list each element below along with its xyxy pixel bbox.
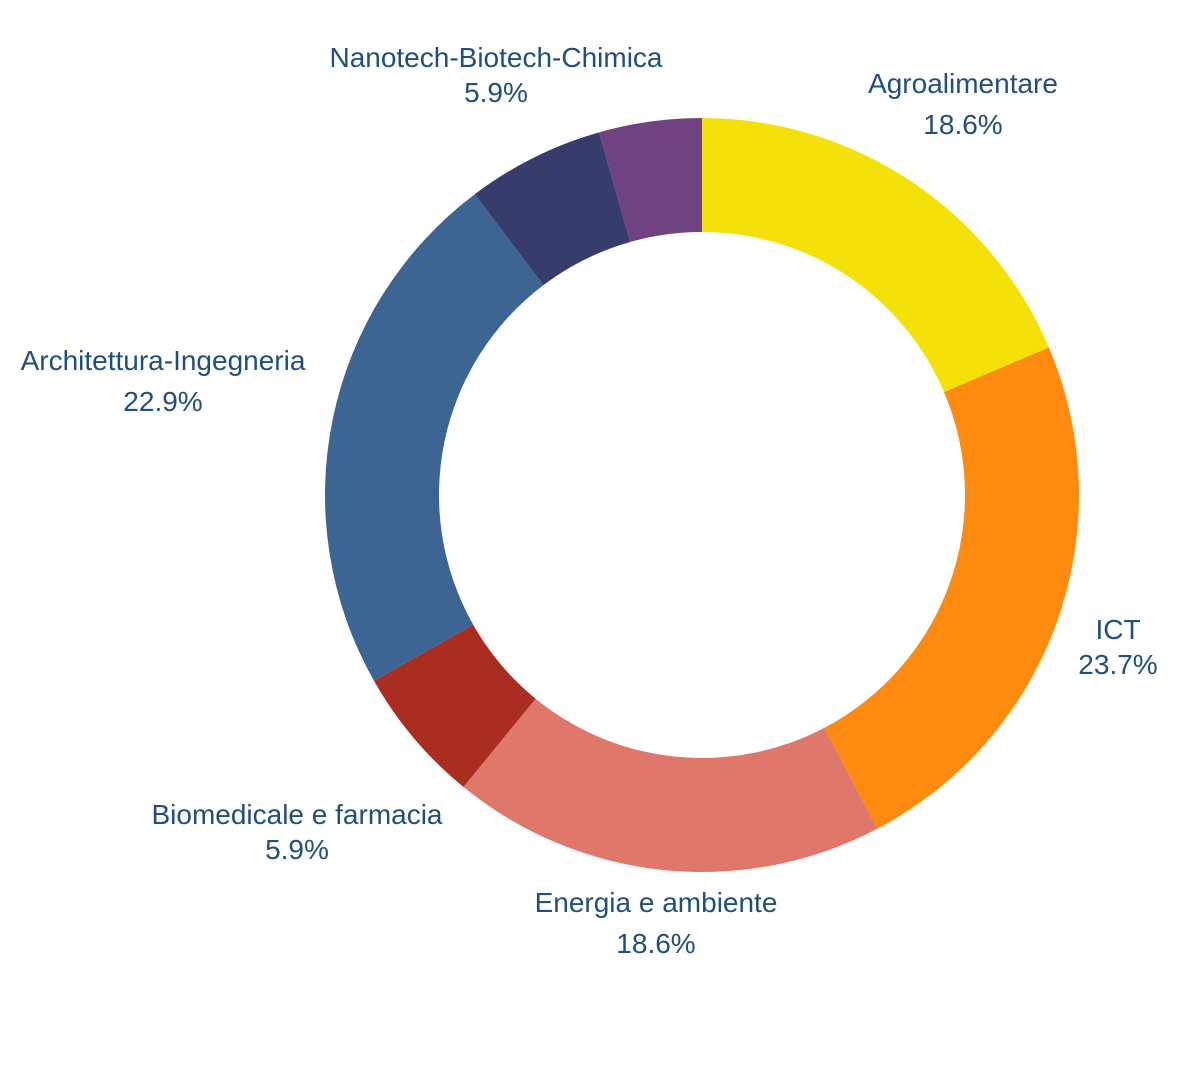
slice-percent-label: 18.6% <box>923 109 1002 140</box>
slice-label: Architettura-Ingegneria <box>21 345 306 376</box>
slice-label: Agroalimentare <box>868 68 1058 99</box>
slice-percent-label: 5.9% <box>464 77 528 108</box>
donut-slices <box>325 118 1079 872</box>
slice-percent-label: 23.7% <box>1078 649 1157 680</box>
slice-percent-label: 18.6% <box>616 928 695 959</box>
slice-label: Biomedicale e farmacia <box>151 799 442 830</box>
donut-slice[interactable] <box>599 118 702 242</box>
donut-slice[interactable] <box>474 132 631 286</box>
donut-slice[interactable] <box>325 194 544 681</box>
slice-labels: Agroalimentare 18.6% ICT 23.7% Energia e amb… <box>21 42 1158 959</box>
donut-slice[interactable] <box>824 347 1079 829</box>
donut-slice[interactable] <box>463 698 878 872</box>
slice-label: Nanotech-Biotech-Chimica <box>329 42 662 73</box>
donut-slice[interactable] <box>373 624 536 787</box>
slice-percent-label: 22.9% <box>123 386 202 417</box>
slice-percent-label: 5.9% <box>265 834 329 865</box>
slice-label: ICT <box>1095 614 1140 645</box>
donut-slice[interactable] <box>702 118 1049 393</box>
slice-label: Energia e ambiente <box>535 887 778 918</box>
